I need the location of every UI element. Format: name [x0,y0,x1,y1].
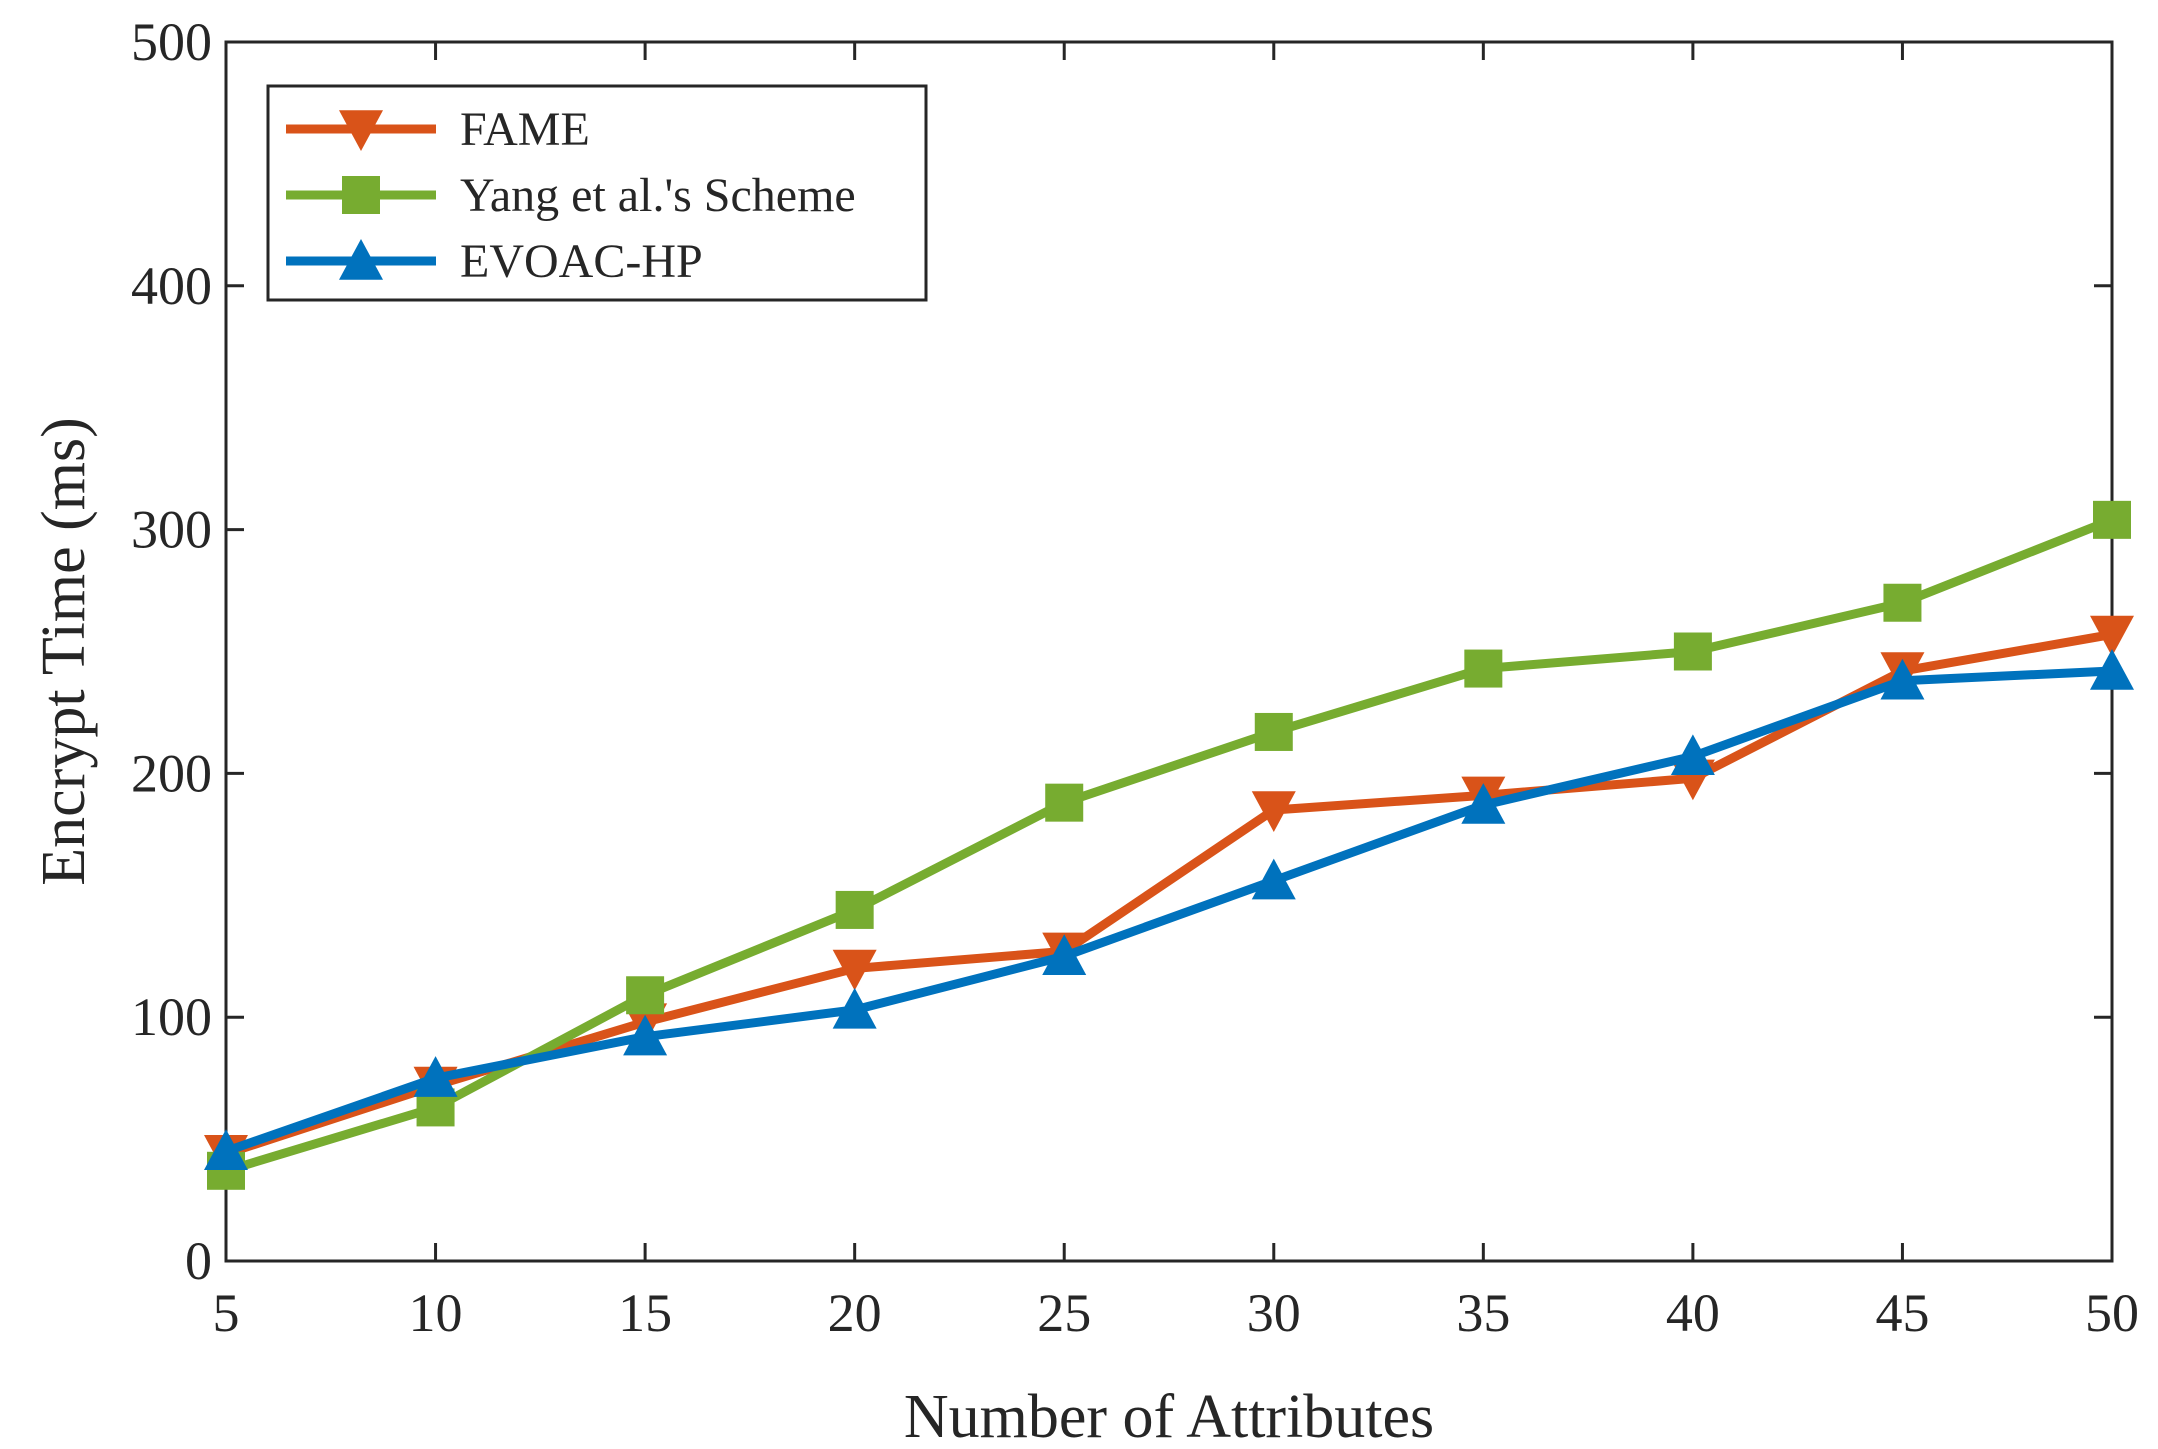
data-point [1670,734,1715,776]
data-point [2090,615,2134,657]
y-tick-label: 500 [131,12,212,72]
data-point [2093,500,2131,539]
y-tick-label: 100 [131,987,212,1047]
data-point [1045,783,1084,822]
data-point [835,890,874,929]
data-point [1042,934,1087,975]
legend-label: Yang et al.'s Scheme [460,169,856,222]
x-tick-label: 40 [1666,1283,1720,1343]
y-axis: 0 100 200 300 400 500 [131,12,2112,1291]
legend-item: EVOAC-HP [286,235,703,288]
x-axis-label: Number of Attributes [904,1383,1434,1449]
data-point [1251,858,1296,900]
series-2 [204,649,2134,1170]
legend-label: EVOAC-HP [460,235,703,288]
y-tick-label: 200 [131,743,212,803]
x-tick-label: 5 [213,1283,240,1343]
data-point [623,1014,668,1056]
x-tick-label: 25 [1037,1283,1091,1343]
legend-item: Yang et al.'s Scheme [286,169,856,222]
legend-item: FAME [286,103,590,156]
series-line [224,666,2113,1156]
data-point [1254,712,1293,751]
data-point [1880,658,1925,700]
legend-swatch-marker [339,110,383,151]
data-point [832,949,877,991]
series-1 [207,500,2131,1190]
series-layer [204,500,2134,1190]
series-line [224,515,2114,1176]
x-tick-label: 50 [2085,1283,2139,1343]
y-tick-label: 300 [131,500,212,560]
data-point [1461,783,1506,824]
data-point [413,1056,458,1097]
x-tick-label: 15 [618,1283,672,1343]
data-point [204,1129,248,1170]
data-point [626,976,665,1015]
x-axis: 5 10 15 20 25 30 35 40 45 50 [213,42,2139,1343]
y-tick-label: 0 [185,1231,212,1291]
x-tick-label: 35 [1456,1283,1510,1343]
x-tick-label: 20 [828,1283,882,1343]
legend-label: FAME [460,103,590,156]
y-axis-label: Encrypt Time (ms) [30,417,98,885]
data-point [2090,649,2134,690]
legend-swatch-marker [342,176,380,214]
legend: FAME Yang et al.'s Scheme EVOAC-HP [266,84,928,302]
x-tick-label: 45 [1875,1283,1929,1343]
x-tick-label: 30 [1247,1283,1301,1343]
x-tick-label: 10 [409,1283,463,1343]
y-tick-label: 400 [131,256,212,316]
data-point [1464,649,1503,688]
data-point [832,987,877,1029]
data-point [1251,791,1296,832]
legend-swatch-marker [339,239,383,280]
data-point [1883,583,1922,622]
data-point [1673,632,1712,671]
